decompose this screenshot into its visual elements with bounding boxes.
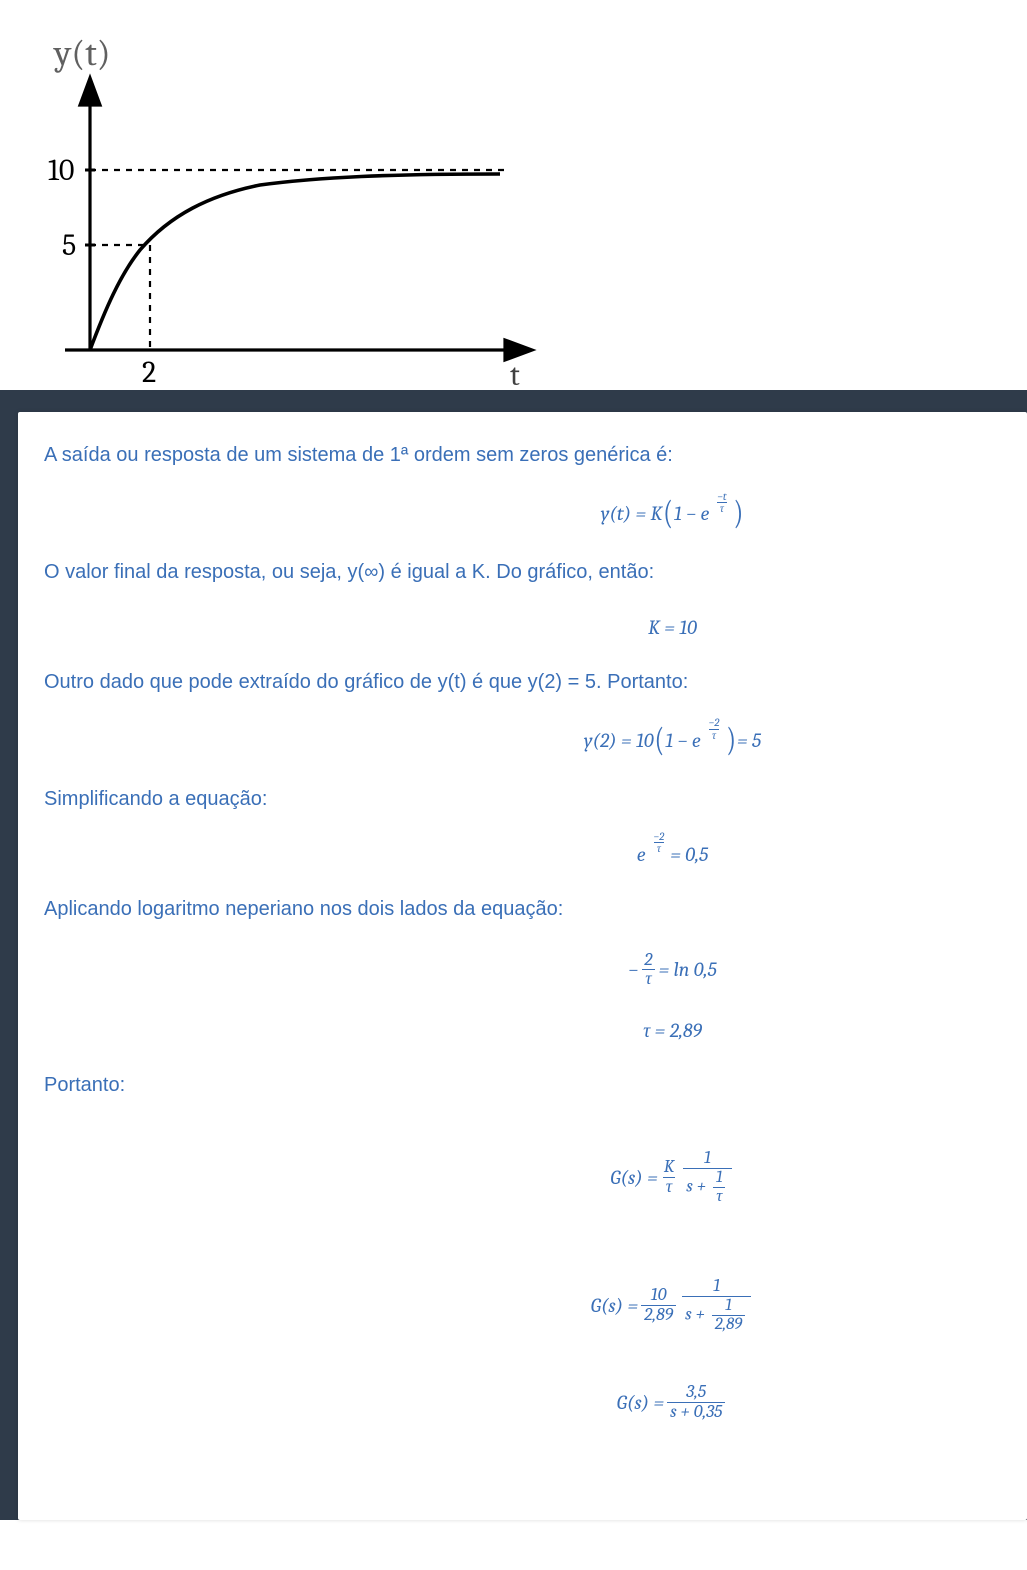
y-axis-label: y(t)	[53, 33, 111, 74]
para-y2: Outro dado que pode extraído do gráfico …	[44, 669, 1001, 696]
page-root: y(t) 10 5 2 t	[0, 0, 1027, 1570]
ytick-5: 5	[62, 228, 76, 263]
response-chart: y(t) 10 5 2 t	[30, 20, 550, 390]
para-ln: Aplicando logaritmo neperiano nos dois l…	[44, 896, 1001, 923]
eq-gs-numeric: G(s) = 10 2,89 1 s + 12,89	[44, 1255, 1001, 1355]
x-axis-label: t	[510, 358, 520, 390]
eq-gs-generic: G(s) = Kτ 1 s + 1τ	[44, 1127, 1001, 1227]
eq-ln05: − 2 τ = ln 0,5	[44, 951, 1001, 990]
xtick-2: 2	[142, 355, 156, 390]
para-therefore: Portanto:	[44, 1072, 1001, 1099]
axes	[65, 78, 532, 360]
para-intro: A saída ou resposta de um sistema de 1ª …	[44, 442, 1001, 469]
eq-gs-final: G(s) = 3,5 s + 0,35	[44, 1383, 1001, 1422]
dark-background: A saída ou resposta de um sistema de 1ª …	[0, 390, 1027, 1520]
eq-tau: τ = 2,89	[44, 1017, 1001, 1044]
eq-y2: y(2) = 10(1 − e −2τ ) = 5	[44, 724, 1001, 758]
chart-region: y(t) 10 5 2 t	[0, 0, 1027, 390]
eq-k-value: K = 10	[44, 614, 1001, 641]
para-simplify: Simplificando a equação:	[44, 786, 1001, 813]
response-curve	[90, 174, 500, 350]
para-k: O valor final da resposta, ou seja, y(∞)…	[44, 559, 1001, 586]
ytick-10: 10	[48, 153, 74, 188]
eq-exp05: e −2τ = 0,5	[44, 841, 1001, 868]
eq-generic-response: y(t) = K(1 − e −tτ )	[44, 497, 1001, 531]
solution-card: A saída ou resposta de um sistema de 1ª …	[18, 412, 1027, 1520]
